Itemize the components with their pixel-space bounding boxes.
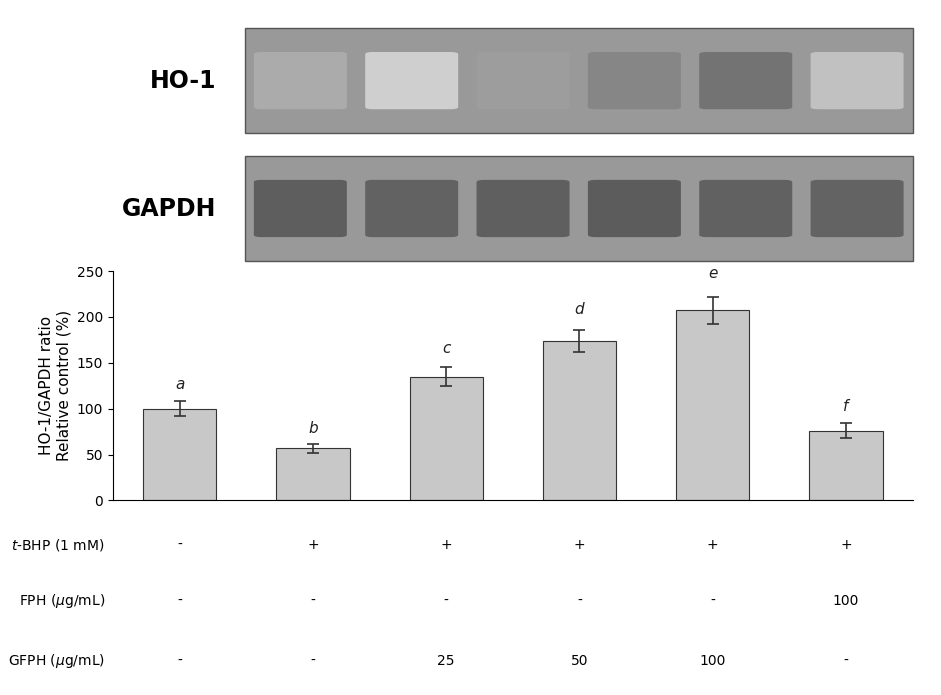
FancyBboxPatch shape [810,180,903,237]
Text: b: b [308,421,318,436]
FancyBboxPatch shape [699,180,792,237]
Bar [409,377,483,500]
Text: -: - [577,594,582,608]
Text: -: - [710,594,715,608]
Bar [809,431,883,500]
FancyBboxPatch shape [810,52,903,109]
Text: 25: 25 [438,654,455,668]
Y-axis label: HO-1/GAPDH ratio
Relative control (%): HO-1/GAPDH ratio Relative control (%) [39,310,72,461]
FancyBboxPatch shape [365,180,458,237]
Text: -: - [444,594,449,608]
Text: +: + [440,538,452,552]
FancyBboxPatch shape [254,180,347,237]
Text: -: - [177,654,182,668]
FancyBboxPatch shape [245,28,913,133]
Text: +: + [307,538,319,552]
FancyBboxPatch shape [588,52,681,109]
Text: f: f [843,399,849,414]
FancyBboxPatch shape [245,156,913,261]
Text: $\it{t}$-BHP (1 mM): $\it{t}$-BHP (1 mM) [11,537,104,553]
Bar [677,311,749,500]
FancyBboxPatch shape [254,52,347,109]
FancyBboxPatch shape [588,180,681,237]
Text: -: - [177,538,182,552]
FancyBboxPatch shape [699,52,792,109]
Text: -: - [311,594,315,608]
Bar [143,409,216,500]
Text: d: d [575,302,584,317]
Bar [277,448,349,500]
Text: +: + [574,538,585,552]
Text: 100: 100 [699,654,726,668]
FancyBboxPatch shape [476,52,569,109]
Text: GFPH ($\mu$g/mL): GFPH ($\mu$g/mL) [8,652,104,670]
Text: HO-1: HO-1 [150,69,216,92]
Bar [543,341,616,500]
FancyBboxPatch shape [365,52,458,109]
Text: +: + [707,538,719,552]
Text: +: + [840,538,852,552]
Text: 50: 50 [571,654,588,668]
Text: a: a [175,377,184,392]
Text: -: - [844,654,849,668]
Text: c: c [442,341,451,357]
Text: 100: 100 [833,594,859,608]
FancyBboxPatch shape [476,180,569,237]
Text: FPH ($\mu$g/mL): FPH ($\mu$g/mL) [19,592,104,610]
Text: -: - [177,594,182,608]
Text: GAPDH: GAPDH [122,197,216,220]
Text: -: - [311,654,315,668]
Text: e: e [709,266,717,281]
